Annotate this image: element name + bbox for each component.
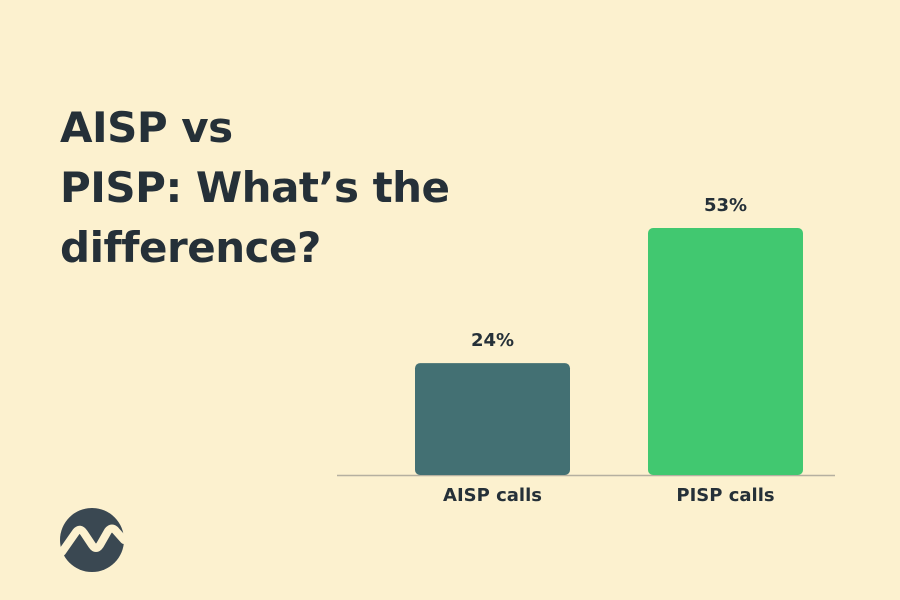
chart-title: AISP vs PISP: What’s the difference?	[60, 103, 450, 272]
logo	[58, 508, 128, 572]
x-tick-label: AISP calls	[443, 485, 542, 506]
bar	[415, 363, 570, 475]
value-label: 24%	[471, 330, 514, 351]
logo-wave	[58, 524, 128, 556]
x-tick-label: PISP calls	[676, 485, 774, 506]
value-label: 53%	[704, 195, 747, 216]
bar	[648, 228, 803, 475]
